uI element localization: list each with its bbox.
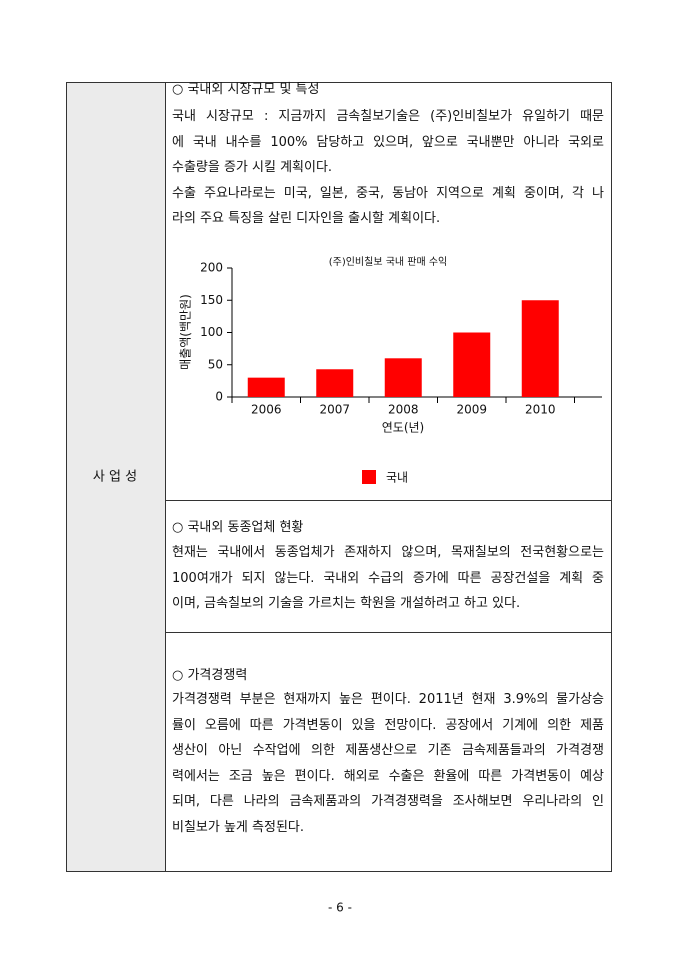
x-axis-label: 연도(년) (382, 421, 424, 435)
text-line: 수출 주요나라로는 미국, 일본, 중국, 동남아 지역으로 계획 중이며, 각… (172, 185, 604, 201)
y-tick-label: 100 (200, 325, 223, 339)
side-column (66, 82, 165, 872)
text-line: 이며, 금속칠보의 기술을 가르치는 학원을 개설하려고 하고 있다. (172, 596, 521, 612)
chart-title: (주)인비칠보 국내 판매 수익 (329, 256, 448, 268)
bar (316, 369, 354, 397)
bar (384, 358, 422, 397)
text-line: 수출량을 증가 시킬 계획이다. (172, 160, 333, 176)
x-tick-label: 2009 (456, 403, 487, 417)
text-line: 에 국내 내수를 100% 담당하고 있으며, 앞으로 국내뿐만 아니라 국외로 (172, 134, 604, 150)
text-line: 100여개가 되지 않는다. 국내외 수급의 증가에 따른 공장건설을 계획 중 (172, 570, 604, 586)
x-tick-label: 2008 (388, 403, 419, 417)
side-label: 사 업 성 (93, 470, 137, 485)
bar (453, 332, 491, 397)
text-line: 률이 오름에 따른 가격변동이 있을 전망이다. 공장에서 기계에 의한 제품 (172, 717, 604, 733)
y-axis-label: 매출액(백만원) (179, 294, 193, 370)
page-number: - 6 - (328, 901, 352, 915)
table-border (66, 82, 612, 872)
text-line: 되며, 다른 나라의 금속제품과의 가격경쟁력을 조사해보면 우리나라의 인 (172, 794, 604, 810)
x-tick-label: 2006 (251, 403, 282, 417)
text-line: 가격경쟁력 부분은 현재까지 높은 편이다. 2011년 현재 3.9%의 물가… (172, 692, 604, 707)
section-heading: ○ 국내외 동종업체 현황 (172, 520, 304, 535)
legend-swatch (362, 470, 376, 484)
text-line: 력에서는 조금 높은 편이다. 해외로 수출은 환율에 따른 가격변동이 예상 (172, 768, 604, 784)
y-tick-label: 50 (208, 357, 223, 371)
bar (521, 300, 559, 397)
section-heading: ○ 국내외 시장규모 및 특성 (172, 82, 320, 97)
legend-label: 국내 (386, 471, 408, 485)
bar (247, 377, 285, 397)
text-line: 국내 시장규모 : 지금까지 금속칠보기술은 (주)인비칠보가 유일하기 때문 (172, 109, 604, 124)
x-tick-label: 2007 (319, 403, 350, 417)
y-tick-label: 0 (215, 390, 223, 404)
section-heading: ○ 가격경쟁력 (172, 668, 248, 683)
y-tick-label: 200 (200, 261, 223, 275)
text-line: 라의 주요 특징을 살린 디자인을 출시할 계획이다. (172, 211, 441, 227)
x-tick-label: 2010 (525, 403, 556, 417)
text-line: 비칠보가 높게 측정된다. (172, 820, 304, 835)
text-line: 생산이 아닌 수작업에 의한 제품생산으로 기존 금속제품들과의 가격경쟁 (172, 743, 604, 759)
y-tick-label: 150 (200, 293, 223, 307)
text-line: 현재는 국내에서 동종업체가 존재하지 않으며, 목재칠보의 전국현황으로는 (172, 545, 604, 560)
